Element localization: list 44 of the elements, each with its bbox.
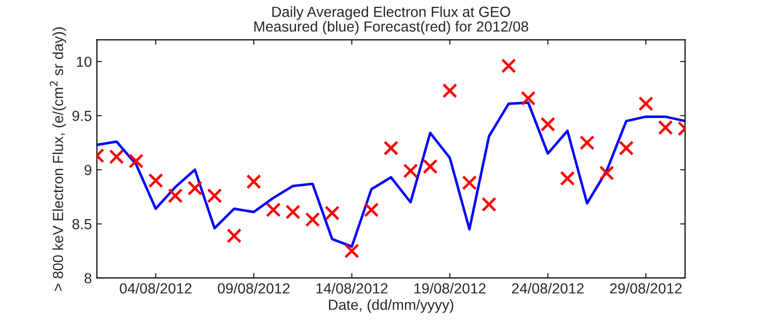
point	[618, 140, 634, 156]
y-tick-label: 9	[84, 164, 92, 176]
y-axis-title: > 800 keV Electron Flux, (e/(cm$^{2}$ sr day))	[50, 27, 66, 291]
point	[305, 212, 320, 227]
point	[501, 58, 516, 74]
x-tick-label: 19/08/2012	[414, 282, 486, 294]
y-tick-label: 8.5	[72, 218, 92, 230]
point	[344, 243, 360, 258]
line-series	[96, 101, 686, 248]
point	[324, 206, 340, 221]
point	[520, 90, 536, 106]
point	[285, 204, 300, 220]
point	[442, 83, 458, 98]
point	[560, 170, 575, 186]
point	[384, 140, 398, 156]
point	[128, 154, 144, 169]
x-tick-label: 29/08/2012	[610, 282, 682, 294]
x-tick-label: 09/08/2012	[218, 282, 290, 294]
point	[226, 228, 242, 244]
point	[403, 163, 418, 178]
x-tick-label: 24/08/2012	[512, 282, 584, 294]
point	[266, 202, 281, 218]
point	[364, 202, 379, 218]
point	[148, 173, 164, 188]
point	[109, 149, 124, 164]
y-tick-label: 8	[84, 273, 92, 284]
point	[599, 166, 614, 180]
point	[462, 175, 477, 190]
point	[168, 188, 183, 204]
x-tick-label: 04/08/2012	[120, 282, 192, 294]
point	[540, 116, 556, 132]
point	[187, 180, 202, 196]
x-axis-title: Date, (dd/mm/yyyy)	[328, 299, 454, 313]
point	[658, 120, 673, 135]
point	[207, 188, 222, 204]
y-tick-label: 9.5	[72, 110, 92, 122]
point	[246, 174, 262, 190]
point	[482, 196, 496, 212]
point	[638, 96, 654, 112]
point	[422, 159, 438, 174]
x-tick-label: 14/08/2012	[316, 282, 388, 294]
chart-title: Daily Averaged Electron Flux at GEO Measured (blue) Forecast(red) for 2012/08	[254, 6, 528, 35]
y-tick-label: 10	[76, 56, 92, 67]
point	[580, 135, 595, 150]
